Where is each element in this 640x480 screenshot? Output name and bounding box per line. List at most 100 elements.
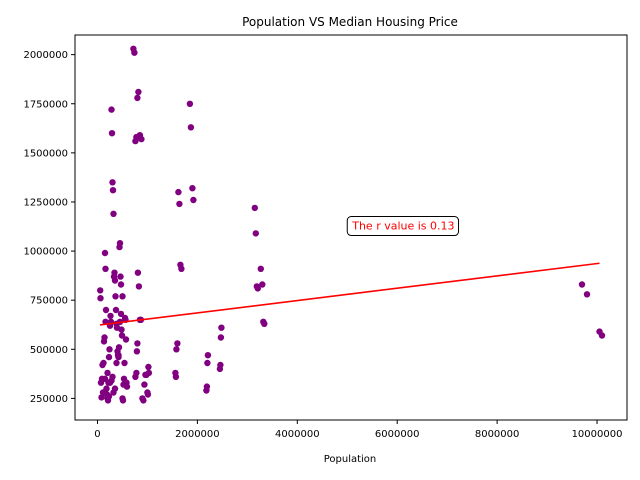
y-tick-label: 1250000 [23,197,68,208]
scatter-point [134,94,141,102]
scatter-point [118,332,126,339]
scatter-point [259,281,266,288]
x-tick-label: 6000000 [375,429,420,440]
scatter-point [174,340,181,347]
scatter-point [101,249,109,257]
scatter-point [218,324,225,331]
x-axis-title: Population [324,454,377,465]
scatter-point [257,265,264,272]
scatter-point [104,369,111,377]
y-tick-label: 2000000 [23,50,68,61]
scatter-point [145,363,152,371]
scatter-point [189,185,196,192]
scatter-point [117,310,125,318]
scatter-point [105,393,113,400]
scatter-point [204,352,212,359]
scatter-point [111,269,118,276]
scatter-point [112,306,120,314]
scatter-point [117,281,125,288]
scatter-point [251,204,258,212]
scatter-point [190,196,197,204]
scatter-point [134,269,142,276]
scatter-point [598,332,606,339]
scatter-point [261,320,268,327]
x-axis: 0 2000000 4000000 6000000 8000000 10000000 [94,420,622,440]
scatter-point [186,100,194,108]
scatter-point [578,281,586,288]
scatter-point [217,361,224,369]
scatter-point [97,287,104,294]
scatter-point [110,389,117,396]
scatter-point [135,283,143,290]
plot-area-frame [74,34,628,421]
scatter-point [110,210,117,217]
scatter-point [583,291,591,298]
x-tick-label: 8000000 [475,429,520,440]
scatter-point [119,397,127,404]
scatter-point [134,340,141,347]
scatter-point [252,230,259,237]
scatter-point [254,285,261,292]
y-tick-label: 1500000 [23,148,68,159]
scatter-point [172,373,180,380]
scatter-point [117,273,124,280]
scatter-point [140,397,147,404]
scatter-point [115,352,122,359]
scatter-point [102,306,110,314]
scatter-point [101,334,108,341]
scatter-point [135,88,142,96]
annotation: The r value is 0.13 [346,216,460,237]
scatter-point [100,359,107,367]
scatter-point [122,336,130,343]
y-tick-label: 750000 [30,296,68,307]
scatter-point [98,394,105,401]
scatter-point [145,369,153,377]
y-tick-label: 250000 [30,394,68,405]
scatter-point [113,359,120,367]
scatter-point [175,188,182,196]
scatter-point [108,377,115,384]
scatter-point [111,277,119,284]
scatter-point [116,240,124,247]
x-tick-label: 0 [94,429,100,440]
x-tick-label: 2000000 [175,429,220,440]
chart-title: Population VS Median Housing Price [242,15,458,29]
regression-line [99,262,600,326]
scatter-point [123,383,131,390]
scatter-point [204,359,211,367]
scatter-point [144,391,152,398]
scatter-point [187,124,195,131]
scatter-point [105,353,113,361]
scatter-point [106,346,113,353]
scatter-point [131,49,138,56]
scatter-point [118,326,125,333]
scatter-point [141,381,148,388]
scatter-point [108,106,115,113]
scatter-point [121,359,128,367]
y-axis: 250000 500000 750000 1000000 1250000 1500000 1… [23,50,75,405]
scatter-point [107,312,114,320]
x-tick-label: 4000000 [275,429,320,440]
scatter-point [97,295,104,302]
scatter-point [133,369,140,377]
scatter-point [217,334,225,341]
scatter-point [109,187,117,194]
annotation-text: The r value is 0.13 [351,220,454,233]
scatter-point [115,344,123,351]
scatter-point [109,179,116,186]
points-layer [97,45,606,404]
annotation-box [346,216,460,237]
y-tick-label: 1750000 [23,99,68,110]
scatter-point [112,293,119,300]
y-tick-label: 1000000 [23,247,68,258]
scatter-point [176,200,183,208]
scatter-point [102,265,109,272]
y-tick-label: 500000 [30,345,68,356]
scatter-point [119,293,126,300]
x-tick-label: 10000000 [572,429,623,440]
scatter-point [133,348,141,355]
scatter-point [138,135,145,143]
scatter-point [101,375,109,382]
